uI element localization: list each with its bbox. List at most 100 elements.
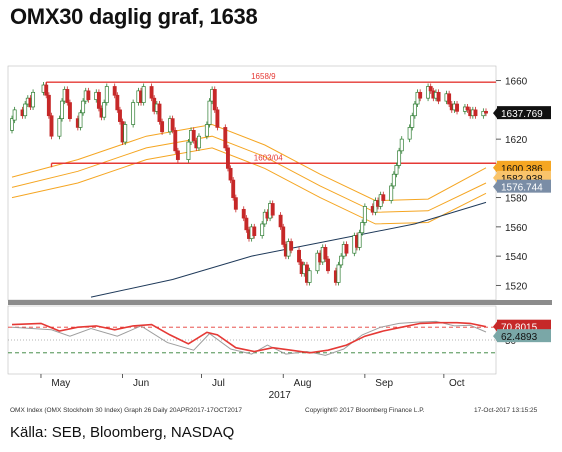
candle xyxy=(465,106,470,111)
candle xyxy=(228,168,233,181)
candle xyxy=(326,258,330,272)
rsi-main-label-pointer xyxy=(493,321,497,332)
candle xyxy=(410,115,415,128)
candle xyxy=(412,103,417,117)
band-lower-label: 1582.938 xyxy=(501,174,543,185)
candle xyxy=(65,89,70,103)
candle xyxy=(57,118,62,137)
candle xyxy=(381,194,386,201)
level-line-label: 1603/04 xyxy=(254,153,283,162)
rsi-signal-line xyxy=(11,320,487,356)
candle xyxy=(175,150,180,160)
candle xyxy=(223,127,228,149)
candle xyxy=(357,232,362,248)
last-price-label-bg xyxy=(497,106,551,120)
candle xyxy=(186,141,191,160)
candle xyxy=(244,217,249,231)
band-upper-label-pointer xyxy=(493,162,497,173)
candle xyxy=(102,102,107,118)
candle xyxy=(49,115,54,137)
candle xyxy=(78,112,83,128)
candle xyxy=(339,255,344,266)
candle xyxy=(204,124,209,137)
x-tick-label: Oct xyxy=(449,378,465,389)
candle xyxy=(426,86,431,99)
candle xyxy=(104,86,109,103)
candle xyxy=(225,147,230,169)
candle xyxy=(233,197,238,210)
candle xyxy=(115,94,120,111)
candle xyxy=(389,185,394,201)
candle xyxy=(207,100,212,125)
candle xyxy=(473,109,478,117)
candle xyxy=(362,206,367,223)
candle xyxy=(418,91,423,99)
candle xyxy=(278,214,283,228)
candle xyxy=(252,226,257,236)
candle xyxy=(394,165,399,175)
candle xyxy=(260,223,265,236)
candle xyxy=(399,138,404,152)
candle xyxy=(241,208,246,219)
candle xyxy=(484,110,488,114)
x-year-label: 2017 xyxy=(269,390,292,401)
candle xyxy=(160,121,165,133)
candle xyxy=(170,118,175,131)
candle xyxy=(191,130,196,141)
candle xyxy=(60,100,64,119)
panel-divider xyxy=(8,300,552,305)
candle xyxy=(112,86,117,96)
level-line-label: 1658/9 xyxy=(251,72,276,81)
caption-copyright: Copyright© 2017 Bloomberg Finance L.P. xyxy=(305,406,425,414)
band-upper-label: 1600.386 xyxy=(501,164,543,175)
rsi-main-line xyxy=(11,321,487,354)
last-price-label: 1637.769 xyxy=(501,109,543,120)
ma-long-label: 1576.744 xyxy=(501,183,543,194)
band-line-middle xyxy=(11,135,487,213)
candle xyxy=(96,91,101,109)
rsi-signal-label-bg xyxy=(497,329,551,343)
source-footer: Källa: SEB, Bloomberg, NASDAQ xyxy=(10,424,235,441)
candle xyxy=(391,173,396,187)
y-tick-label: 1620 xyxy=(505,135,528,146)
candle xyxy=(360,222,365,234)
x-tick-label: May xyxy=(51,378,70,389)
band-line-upper xyxy=(11,123,487,202)
x-tick-label: Sep xyxy=(375,378,393,389)
candle xyxy=(407,127,412,140)
candle xyxy=(215,109,220,128)
candle xyxy=(81,100,86,114)
candle xyxy=(31,91,36,108)
candle xyxy=(455,103,459,112)
rsi-main-label: 70.8015 xyxy=(501,323,538,334)
candle xyxy=(197,135,201,149)
y-tick-label: 1560 xyxy=(505,223,528,234)
last-price-label-pointer xyxy=(493,108,497,119)
candle xyxy=(231,179,236,198)
y-tick-label: 1660 xyxy=(505,77,528,88)
candle xyxy=(131,102,136,125)
candle xyxy=(307,270,312,283)
candle xyxy=(157,103,162,122)
candle xyxy=(141,86,146,103)
candle xyxy=(344,244,349,254)
candle xyxy=(397,150,402,166)
candle xyxy=(270,203,275,216)
candle xyxy=(212,89,217,111)
chart-title: OMX30 daglig graf, 1638 xyxy=(10,4,258,29)
band-lower-label-pointer xyxy=(493,172,497,183)
x-tick-label: Jun xyxy=(133,378,149,389)
caption-left: OMX Index (OMX Stockholm 30 Index) Graph… xyxy=(10,407,242,414)
candle xyxy=(297,249,301,263)
candle xyxy=(46,94,51,117)
candle xyxy=(44,84,49,96)
x-tick-label: Aug xyxy=(294,378,312,389)
caption-timestamp: 17-Oct-2017 13:15:25 xyxy=(474,407,538,414)
y-tick-label: 1580 xyxy=(505,194,528,205)
candle xyxy=(323,247,328,260)
candle xyxy=(149,86,154,99)
ma-long-label-pointer xyxy=(493,181,497,192)
band-upper-label-bg xyxy=(497,160,551,174)
candle xyxy=(86,90,91,100)
